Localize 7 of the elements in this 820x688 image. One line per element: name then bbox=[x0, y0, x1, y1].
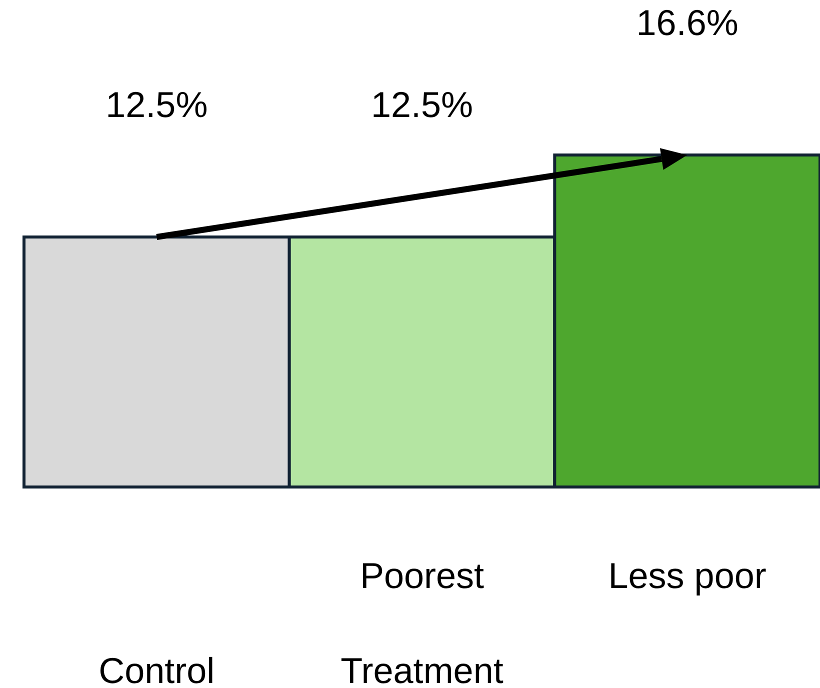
data-label: 12.5% bbox=[370, 84, 474, 125]
x-tick-label: Less poor bbox=[608, 555, 766, 596]
text: Control bbox=[98, 650, 215, 688]
data-label: 16.6% bbox=[636, 2, 738, 43]
text: Treatment bbox=[340, 650, 504, 688]
x-tick-label: Poorest bbox=[360, 555, 484, 596]
data-label: 12.5% bbox=[106, 84, 208, 125]
